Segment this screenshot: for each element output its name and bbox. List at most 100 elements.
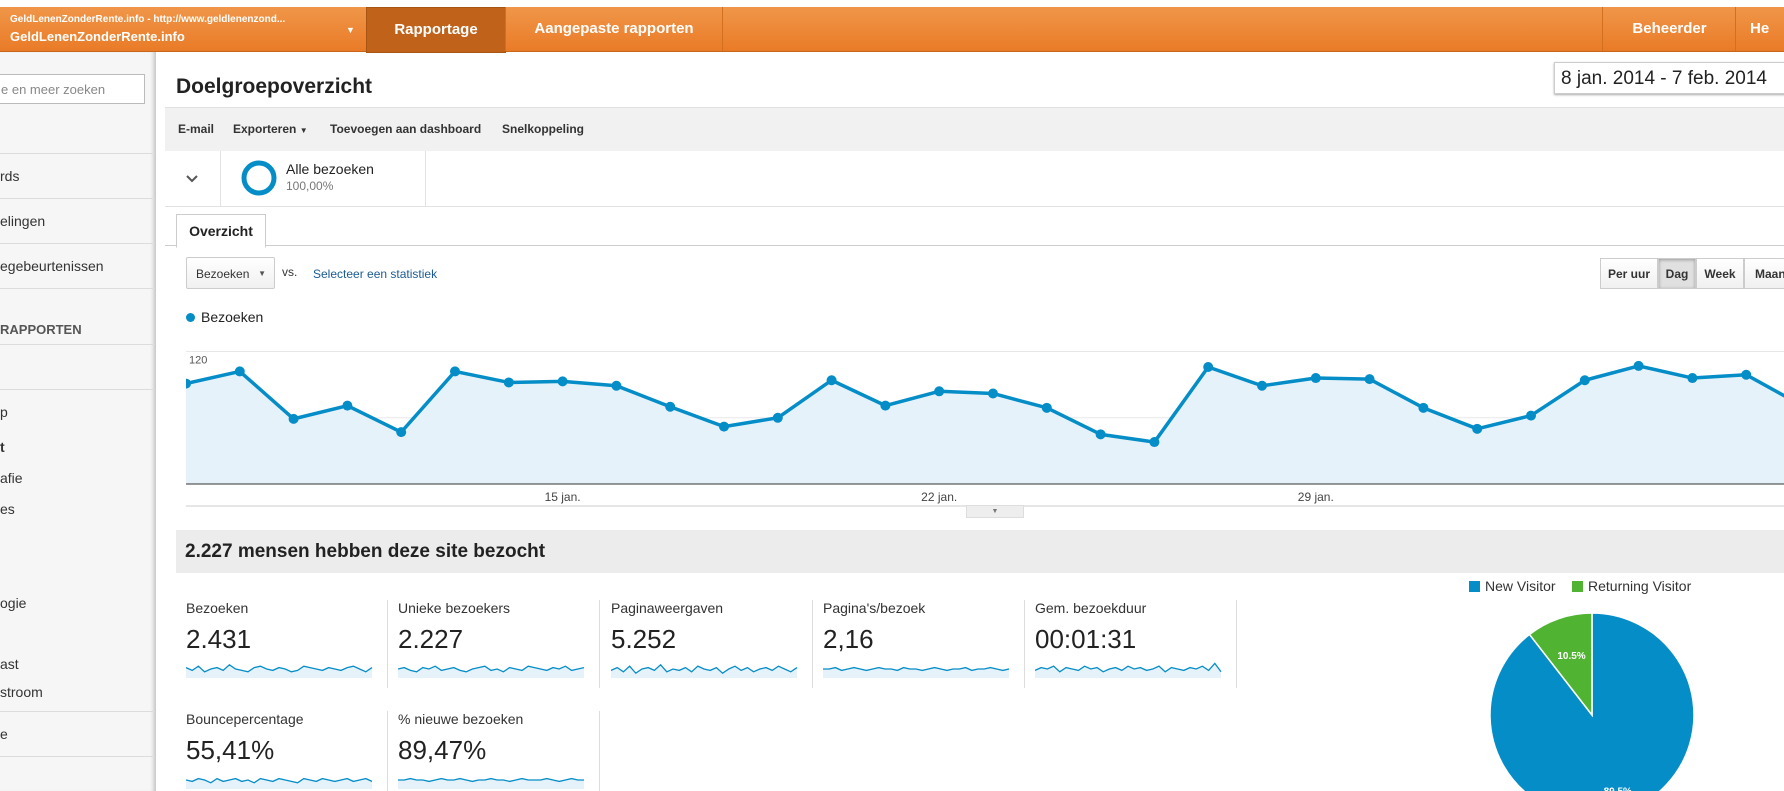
data-point	[611, 380, 622, 391]
metric-card[interactable]: Paginaweergaven 5.252	[601, 600, 813, 688]
metric-value: 5.252	[611, 624, 677, 654]
tab-overzicht[interactable]: Overzicht	[176, 214, 266, 248]
data-point	[1579, 375, 1590, 386]
pie-legend-new-visitor: New Visitor	[1469, 578, 1556, 594]
area-fill	[186, 365, 1784, 484]
data-point	[988, 388, 998, 399]
sparkline	[398, 665, 585, 678]
export-button[interactable]: Exporteren ▼	[233, 122, 308, 136]
divider	[0, 243, 155, 244]
tab-help[interactable]: He	[1735, 7, 1784, 51]
sidebar-item-demografie[interactable]: afie	[0, 470, 23, 486]
sparkline	[611, 663, 798, 678]
select-metric-link[interactable]: Selecteer een statistiek	[313, 267, 438, 281]
sparkline-line	[186, 777, 373, 784]
x-tick-label: 29 jan.	[1298, 490, 1334, 504]
data-point	[1149, 437, 1160, 448]
divider	[165, 245, 1784, 246]
tab-beheerder[interactable]: Beheerder	[1602, 7, 1736, 51]
caret-down-icon: ▼	[258, 269, 266, 278]
segment-all-visits[interactable]: Alle bezoeken 100,00%	[220, 151, 426, 206]
segment-toggle[interactable]	[165, 151, 221, 206]
metric-card[interactable]: Gem. bezoekduur 00:01:31	[1025, 600, 1237, 688]
divider	[0, 153, 155, 154]
sidebar-item-technologie[interactable]: ogie	[0, 595, 27, 611]
granularity-per-uur-button[interactable]: Per uur	[1600, 258, 1658, 289]
metric-select[interactable]: Bezoeken ▼	[186, 257, 275, 289]
sidebar-item-active[interactable]: t	[0, 439, 5, 455]
sparkline-line	[398, 665, 585, 673]
data-point	[557, 376, 568, 387]
metric-label: Unieke bezoekers	[398, 600, 511, 616]
shortcut-button[interactable]: Snelkoppeling	[502, 122, 585, 136]
tab-rapportage[interactable]: Rapportage	[366, 7, 506, 53]
sparkline	[186, 777, 373, 789]
granularity-maand-button[interactable]: Maan	[1744, 258, 1784, 289]
data-point	[1633, 360, 1644, 371]
email-button[interactable]: E-mail	[178, 122, 215, 136]
legend-swatch	[1469, 581, 1480, 592]
data-point	[503, 377, 514, 388]
sidebar-item-last[interactable]: e	[0, 726, 8, 742]
sidebar-search-input[interactable]: e en meer zoeken	[0, 74, 145, 104]
legend-dot-icon	[186, 313, 195, 322]
add-to-dashboard-button[interactable]: Toevoegen aan dashboard	[330, 122, 482, 136]
sidebar-section-heading: RAPPORTEN	[0, 322, 82, 337]
vs-label: vs.	[282, 265, 298, 279]
sidebar-item-informatiegebeurtenissen[interactable]: egebeurtenissen	[0, 258, 104, 274]
sidebar: e en meer zoeken rds elingen egebeurteni…	[0, 52, 156, 791]
metric-card[interactable]: Unieke bezoekers 2.227	[388, 600, 600, 688]
data-point	[665, 401, 676, 412]
sidebar-item-dashboards[interactable]: rds	[0, 168, 20, 184]
data-point	[288, 413, 299, 424]
chevron-down-icon: ▼	[346, 25, 355, 35]
data-point	[342, 400, 353, 411]
sidebar-item-bezoekersstroom[interactable]: stroom	[0, 684, 43, 700]
data-point	[1687, 373, 1698, 384]
segment-percent: 100,00%	[286, 179, 334, 193]
metric-value: 00:01:31	[1035, 624, 1137, 654]
divider	[0, 756, 155, 757]
data-point	[1203, 362, 1214, 373]
sidebar-item-interesses[interactable]: es	[0, 501, 15, 517]
granularity-dag-button[interactable]: Dag	[1658, 258, 1696, 289]
metric-card[interactable]: Bezoeken 2.431	[176, 600, 388, 688]
data-point	[396, 427, 407, 438]
metric-card[interactable]: Bouncepercentage 55,41%	[176, 711, 388, 791]
sparkline	[1035, 662, 1222, 678]
date-range-picker[interactable]: 8 jan. 2014 - 7 feb. 2014	[1554, 62, 1784, 94]
chevron-down-icon: ▼	[299, 126, 308, 135]
data-point	[450, 366, 460, 377]
data-point	[1526, 410, 1536, 421]
metric-value: 2.227	[398, 624, 464, 654]
top-nav-bar: GeldLenenZonderRente.info - http://www.g…	[0, 7, 1784, 53]
metric-value: 89,47%	[398, 735, 487, 765]
y-tick-label: 120	[189, 355, 207, 367]
data-point	[934, 386, 945, 397]
legend-swatch	[1572, 581, 1583, 592]
data-point	[1418, 402, 1429, 413]
sidebar-item-1[interactable]: p	[0, 404, 8, 420]
visits-line-chart: 6012015 jan.22 jan.29 jan.	[186, 351, 1784, 507]
sparkline-fill	[398, 666, 584, 678]
metric-label: Bouncepercentage	[186, 711, 304, 727]
chevron-down-icon	[186, 175, 198, 183]
divider	[0, 344, 155, 345]
data-point	[1310, 373, 1321, 384]
tab-aangepaste-rapporten[interactable]: Aangepaste rapporten	[505, 7, 723, 51]
sparkline-line	[823, 666, 1010, 672]
metric-label: Bezoeken	[186, 600, 249, 616]
sidebar-item-contrast[interactable]: ast	[0, 656, 19, 672]
granularity-week-button[interactable]: Week	[1696, 258, 1744, 289]
sidebar-item-snelkoppelingen[interactable]: elingen	[0, 213, 46, 229]
x-tick-label: 15 jan.	[545, 490, 581, 504]
data-point	[719, 421, 729, 432]
divider	[0, 711, 155, 712]
account-selector[interactable]: GeldLenenZonderRente.info - http://www.g…	[0, 7, 360, 51]
metric-card[interactable]: % nieuwe bezoeken 89,47%	[388, 711, 600, 791]
chart-resize-handle[interactable]: ▼	[966, 505, 1024, 518]
segment-row: Alle bezoeken 100,00%	[165, 151, 1784, 207]
metric-card[interactable]: Pagina's/bezoek 2,16	[813, 600, 1025, 688]
divider	[0, 198, 155, 199]
sparkline	[398, 777, 584, 789]
